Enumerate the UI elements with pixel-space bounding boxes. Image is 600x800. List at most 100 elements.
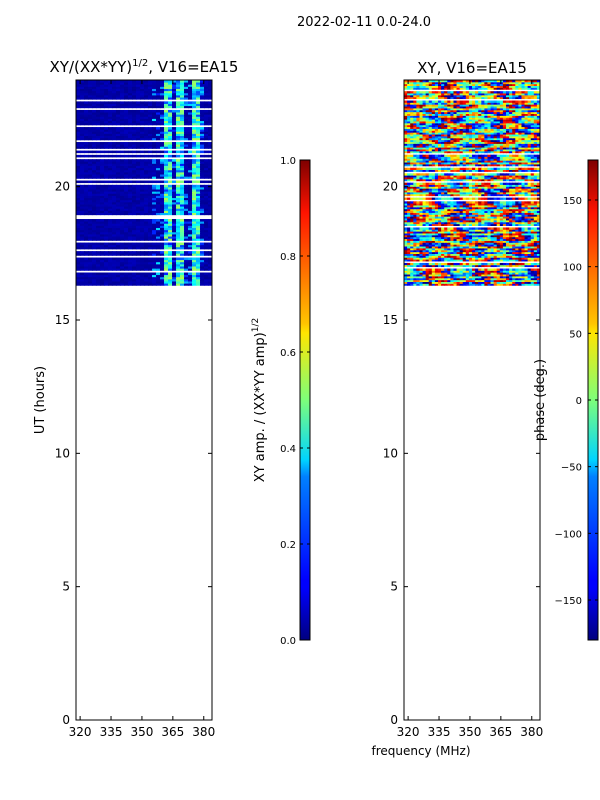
heatmap-cell bbox=[188, 146, 193, 149]
heatmap-cell bbox=[416, 270, 421, 273]
heatmap-cell bbox=[104, 219, 109, 222]
heatmap-cell bbox=[80, 261, 85, 265]
heatmap-cell bbox=[188, 238, 193, 241]
heatmap-cell bbox=[132, 195, 137, 199]
heatmap-cell bbox=[92, 204, 97, 207]
heatmap-cell bbox=[515, 279, 519, 282]
heatmap-cell bbox=[180, 84, 185, 87]
heatmap-cell bbox=[438, 221, 442, 225]
heatmap-cell bbox=[188, 259, 193, 263]
heatmap-cell bbox=[76, 242, 81, 246]
heatmap-cell bbox=[124, 165, 129, 169]
heatmap-cell bbox=[176, 259, 181, 263]
heatmap-cell bbox=[524, 197, 529, 200]
heatmap-cell bbox=[120, 221, 125, 224]
heatmap-cell bbox=[92, 266, 97, 269]
heatmap-cell bbox=[96, 122, 101, 126]
heatmap-cell bbox=[176, 195, 181, 199]
heatmap-cell bbox=[515, 205, 519, 208]
heatmap-cell bbox=[164, 197, 169, 201]
heatmap-cell bbox=[200, 246, 205, 250]
heatmap-cell bbox=[407, 276, 411, 279]
heatmap-cell bbox=[184, 112, 189, 115]
heatmap-cell bbox=[438, 281, 442, 284]
heatmap-cell bbox=[76, 180, 81, 184]
left-colorbar bbox=[300, 160, 310, 640]
heatmap-cell bbox=[475, 184, 479, 187]
heatmap-cell bbox=[108, 274, 113, 278]
heatmap-cell bbox=[200, 268, 205, 271]
heatmap-cell bbox=[88, 118, 93, 122]
heatmap-cell bbox=[112, 84, 117, 87]
heatmap-cell bbox=[180, 112, 185, 115]
heatmap-cell bbox=[196, 171, 201, 175]
heatmap-cell bbox=[124, 171, 129, 175]
heatmap-cell bbox=[108, 129, 113, 132]
heatmap-cell bbox=[407, 184, 411, 187]
heatmap-cell bbox=[76, 276, 81, 280]
heatmap-cell bbox=[419, 242, 424, 245]
heatmap-cell bbox=[128, 259, 133, 263]
heatmap-cell bbox=[453, 229, 458, 232]
heatmap-cell bbox=[76, 131, 81, 134]
heatmap-cell bbox=[136, 120, 141, 124]
heatmap-cell bbox=[144, 244, 149, 248]
heatmap-cell bbox=[493, 262, 498, 266]
heatmap-cell bbox=[419, 218, 424, 221]
heatmap-cell bbox=[462, 238, 467, 241]
heatmap-cell bbox=[447, 197, 451, 200]
heatmap-cell bbox=[144, 120, 149, 124]
heatmap-cell bbox=[524, 227, 529, 230]
heatmap-cell bbox=[124, 212, 129, 216]
heatmap-cell bbox=[128, 191, 133, 194]
heatmap-cell bbox=[168, 231, 173, 235]
heatmap-cell bbox=[188, 154, 193, 158]
heatmap-cell bbox=[465, 218, 470, 221]
heatmap-cell bbox=[493, 221, 498, 225]
heatmap-cell bbox=[419, 272, 424, 275]
heatmap-cell bbox=[124, 127, 129, 130]
heatmap-cell bbox=[176, 137, 181, 141]
heatmap-cell bbox=[527, 236, 532, 240]
heatmap-cell bbox=[410, 190, 414, 193]
heatmap-cell bbox=[499, 281, 504, 284]
heatmap-cell bbox=[164, 135, 169, 139]
heatmap-cell bbox=[148, 80, 153, 83]
heatmap-cell bbox=[88, 88, 93, 92]
heatmap-cell bbox=[120, 161, 125, 164]
heatmap-cell bbox=[524, 244, 529, 247]
heatmap-cell bbox=[527, 240, 532, 243]
heatmap-cell bbox=[188, 174, 193, 177]
heatmap-cell bbox=[76, 174, 81, 177]
heatmap-cell bbox=[188, 176, 193, 179]
heatmap-cell bbox=[80, 103, 85, 107]
heatmap-cell bbox=[108, 154, 113, 158]
heatmap-cell bbox=[192, 210, 197, 214]
heatmap-cell bbox=[112, 242, 117, 246]
heatmap-cell bbox=[496, 186, 501, 189]
heatmap-cell bbox=[404, 193, 408, 197]
heatmap-cell bbox=[465, 184, 470, 187]
heatmap-cell bbox=[431, 249, 436, 253]
heatmap-cell bbox=[88, 171, 93, 175]
heatmap-cell bbox=[527, 277, 532, 281]
heatmap-cell bbox=[407, 218, 411, 221]
heatmap-cell bbox=[496, 240, 501, 243]
heatmap-cell bbox=[496, 281, 501, 284]
heatmap-cell bbox=[475, 210, 479, 213]
heatmap-cell bbox=[444, 206, 448, 210]
heatmap-cell bbox=[160, 186, 165, 190]
heatmap-cell bbox=[108, 208, 113, 211]
heatmap-cell bbox=[160, 189, 165, 192]
heatmap-cell bbox=[176, 120, 181, 124]
heatmap-cell bbox=[425, 231, 430, 234]
heatmap-cell bbox=[120, 210, 125, 214]
heatmap-cell bbox=[431, 259, 436, 262]
heatmap-cell bbox=[80, 176, 85, 179]
heatmap-cell bbox=[196, 88, 201, 92]
heatmap-cell bbox=[140, 283, 145, 286]
heatmap-cell bbox=[481, 242, 485, 245]
heatmap-cell bbox=[478, 184, 482, 187]
heatmap-cell bbox=[140, 186, 145, 190]
heatmap-cell bbox=[518, 223, 523, 226]
